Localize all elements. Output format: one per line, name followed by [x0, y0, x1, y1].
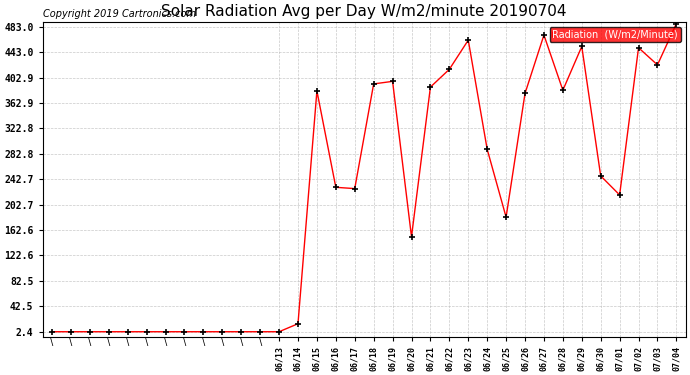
Text: Copyright 2019 Cartronics.com: Copyright 2019 Cartronics.com — [43, 9, 195, 19]
Text: \: \ — [183, 337, 186, 347]
Text: \: \ — [145, 337, 148, 347]
Legend: Radiation  (W/m2/Minute): Radiation (W/m2/Minute) — [549, 27, 681, 42]
Text: \: \ — [50, 337, 54, 347]
Text: \: \ — [107, 337, 110, 347]
Text: \: \ — [239, 337, 243, 347]
Text: \: \ — [221, 337, 224, 347]
Title: Solar Radiation Avg per Day W/m2/minute 20190704: Solar Radiation Avg per Day W/m2/minute … — [161, 4, 567, 19]
Text: \: \ — [201, 337, 205, 347]
Text: \: \ — [69, 337, 72, 347]
Text: \: \ — [126, 337, 129, 347]
Text: \: \ — [88, 337, 92, 347]
Text: \: \ — [164, 337, 167, 347]
Text: \: \ — [259, 337, 262, 347]
